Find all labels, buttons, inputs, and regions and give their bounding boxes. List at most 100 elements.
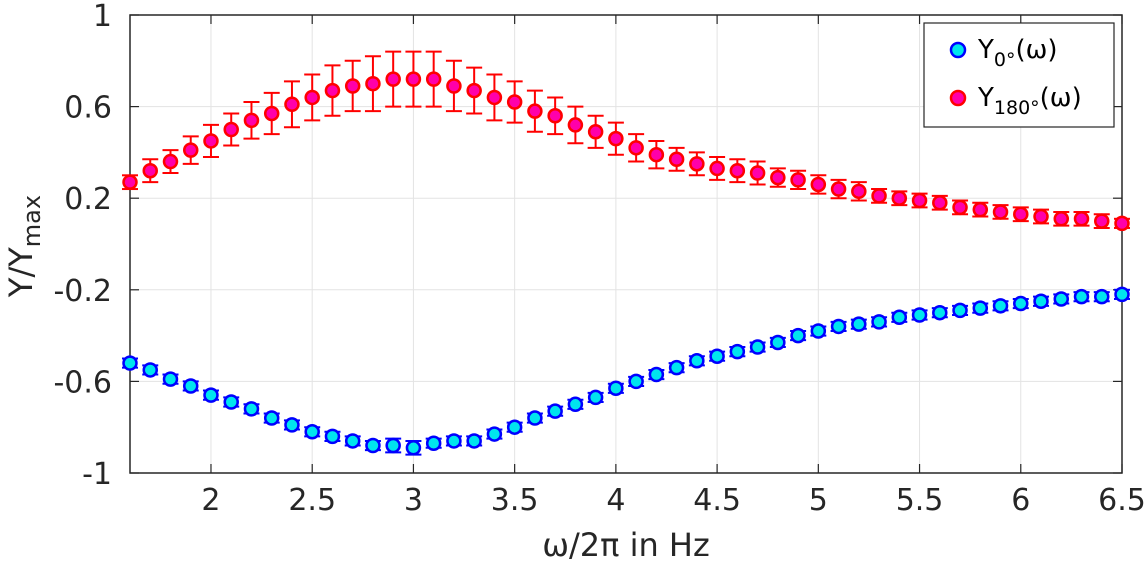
data-point-0-39 bbox=[911, 307, 928, 323]
data-point-1-30 bbox=[729, 162, 746, 179]
legend-label-1: Y180°(ω) bbox=[977, 83, 1082, 119]
data-point-1-24 bbox=[608, 130, 624, 147]
x-tick-label-5: 4.5 bbox=[693, 483, 741, 518]
data-point-0-48 bbox=[1094, 288, 1110, 305]
data-point-0-26 bbox=[648, 366, 665, 383]
series-0 bbox=[122, 286, 1130, 456]
data-point-1-21 bbox=[547, 108, 563, 124]
data-point-0-31 bbox=[749, 339, 766, 355]
data-point-1-19 bbox=[506, 94, 523, 110]
data-point-0-32 bbox=[770, 334, 786, 351]
legend-label-1-subscript: 180° bbox=[994, 97, 1040, 119]
data-point-0-6 bbox=[243, 401, 260, 417]
data-point-1-15 bbox=[425, 71, 442, 87]
y-axis-label: Y/Ymax bbox=[2, 195, 46, 298]
data-point-0-34 bbox=[810, 323, 827, 339]
data-point-1-44 bbox=[1013, 206, 1029, 222]
data-point-1-43 bbox=[992, 204, 1009, 220]
data-point-0-45 bbox=[1033, 293, 1049, 309]
data-point-0-14 bbox=[405, 440, 422, 456]
data-point-0-4 bbox=[203, 387, 219, 403]
data-point-1-42 bbox=[972, 201, 989, 218]
data-point-1-27 bbox=[668, 151, 685, 168]
data-point-1-3 bbox=[182, 142, 199, 158]
data-point-1-33 bbox=[790, 172, 806, 188]
data-point-1-46 bbox=[1053, 211, 1070, 227]
data-point-0-35 bbox=[830, 318, 847, 335]
data-point-1-25 bbox=[628, 140, 644, 156]
legend-label-1-suffix: (ω) bbox=[1040, 83, 1082, 113]
x-tick-label-8: 6 bbox=[1011, 483, 1030, 518]
data-point-1-11 bbox=[344, 78, 361, 94]
data-point-1-22 bbox=[567, 117, 584, 133]
series-layer bbox=[122, 50, 1130, 456]
data-point-0-8 bbox=[284, 417, 300, 433]
data-point-0-47 bbox=[1073, 288, 1090, 305]
x-tick-label-2: 3 bbox=[404, 483, 423, 518]
data-point-1-26 bbox=[648, 146, 665, 163]
data-point-0-10 bbox=[324, 428, 341, 445]
data-point-0-18 bbox=[486, 426, 503, 442]
data-point-1-31 bbox=[749, 165, 766, 181]
legend: Y0°(ω) Y180°(ω) bbox=[923, 22, 1115, 128]
data-point-0-30 bbox=[729, 343, 746, 360]
data-point-1-17 bbox=[466, 82, 482, 99]
y-tick-label-4: 0.6 bbox=[64, 91, 112, 126]
data-point-1-28 bbox=[689, 156, 705, 172]
y-tick-label-0: -1 bbox=[82, 457, 112, 492]
data-point-0-49 bbox=[1114, 286, 1130, 303]
axis-ticks: 2 2.5 3 3.5 4 4.5 5 5.5 6 6.5 -1 -0.6 -0.2 0.2 0.6 1 bbox=[53, 0, 1145, 518]
data-point-0-9 bbox=[304, 424, 320, 440]
data-point-0-2 bbox=[162, 371, 179, 387]
data-point-0-37 bbox=[871, 314, 887, 330]
data-point-0-7 bbox=[263, 410, 280, 426]
y-tick-label-3: 0.2 bbox=[64, 182, 112, 217]
data-point-0-33 bbox=[790, 327, 806, 344]
data-point-1-37 bbox=[871, 188, 887, 204]
data-point-1-12 bbox=[365, 75, 381, 92]
legend-entry-0: Y0°(ω) bbox=[949, 35, 1058, 71]
data-point-0-23 bbox=[587, 389, 604, 406]
data-point-0-12 bbox=[365, 437, 381, 454]
y-tick-label-1: -0.6 bbox=[53, 365, 112, 400]
data-point-0-28 bbox=[689, 353, 705, 369]
data-point-0-43 bbox=[992, 298, 1009, 314]
data-point-0-11 bbox=[344, 433, 361, 449]
x-tick-label-6: 5 bbox=[809, 483, 828, 518]
data-point-0-1 bbox=[142, 362, 158, 378]
data-point-1-18 bbox=[486, 89, 503, 106]
data-point-1-1 bbox=[142, 162, 158, 179]
data-point-0-19 bbox=[506, 419, 523, 435]
series-1 bbox=[122, 50, 1130, 232]
legend-label-0-suffix: (ω) bbox=[1015, 35, 1057, 65]
data-point-1-48 bbox=[1094, 213, 1110, 229]
legend-label-0: Y0°(ω) bbox=[977, 35, 1058, 71]
legend-marker-1 bbox=[949, 89, 967, 107]
data-point-1-39 bbox=[911, 192, 928, 209]
data-point-1-32 bbox=[770, 169, 786, 186]
data-point-1-14 bbox=[405, 71, 422, 87]
data-point-1-6 bbox=[243, 112, 260, 129]
data-point-1-2 bbox=[162, 153, 179, 170]
data-point-0-16 bbox=[446, 433, 462, 449]
data-point-0-36 bbox=[851, 316, 867, 332]
data-point-1-40 bbox=[932, 195, 948, 211]
x-tick-label-9: 6.5 bbox=[1098, 483, 1146, 518]
y-axis-label-main: Y/Y bbox=[2, 247, 40, 298]
legend-label-1-name: Y bbox=[977, 83, 994, 113]
data-point-1-38 bbox=[891, 190, 908, 206]
x-tick-label-4: 4 bbox=[606, 483, 625, 518]
x-tick-label-3: 3.5 bbox=[491, 483, 539, 518]
data-point-0-42 bbox=[972, 300, 989, 316]
data-point-0-29 bbox=[709, 348, 725, 364]
data-point-0-15 bbox=[425, 435, 442, 451]
data-point-0-40 bbox=[932, 304, 948, 321]
legend-label-0-name: Y bbox=[977, 35, 994, 65]
legend-entry-1: Y180°(ω) bbox=[949, 83, 1082, 119]
data-point-1-45 bbox=[1033, 208, 1049, 225]
data-point-1-13 bbox=[385, 71, 401, 87]
data-point-1-49 bbox=[1114, 215, 1130, 232]
data-point-1-4 bbox=[203, 133, 219, 149]
data-point-1-29 bbox=[709, 160, 725, 177]
